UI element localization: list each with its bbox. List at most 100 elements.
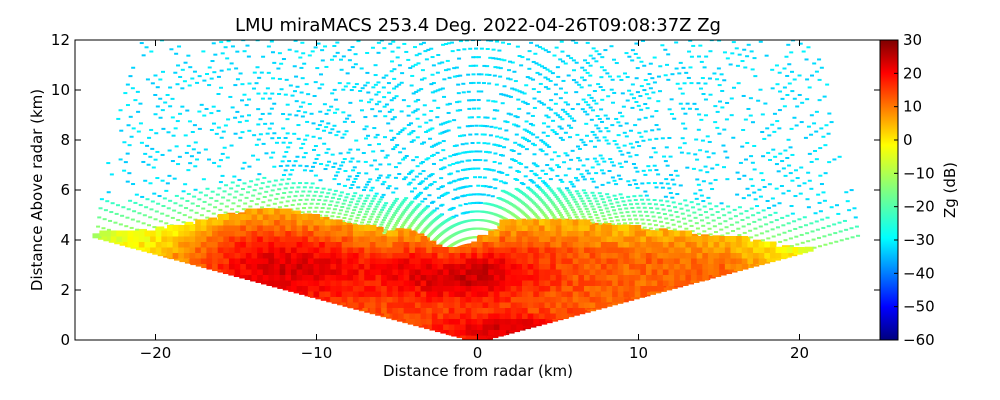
noise-cell: [376, 51, 381, 54]
noise-cell: [527, 197, 532, 200]
noise-cell: [467, 202, 472, 205]
noise-cell: [705, 216, 710, 219]
noise-cell: [393, 212, 398, 215]
noise-cell: [709, 40, 714, 42]
noise-cell: [815, 228, 820, 231]
noise-cell: [328, 131, 333, 134]
noise-cell: [378, 163, 383, 166]
noise-cell: [476, 56, 481, 59]
noise-cell: [410, 200, 415, 203]
noise-cell: [534, 62, 539, 65]
noise-cell: [718, 222, 723, 225]
noise-cell: [838, 230, 843, 233]
noise-cell: [610, 124, 615, 127]
noise-cell: [471, 193, 476, 196]
noise-cell: [456, 83, 461, 86]
noise-cell: [535, 194, 540, 197]
noise-cell: [415, 165, 420, 168]
noise-cell: [445, 103, 450, 106]
noise-cell: [782, 231, 787, 234]
noise-cell: [391, 227, 396, 230]
noise-cell: [304, 83, 309, 86]
radar-cell: [804, 246, 814, 252]
noise-cell: [555, 208, 560, 211]
noise-cell: [429, 211, 434, 214]
noise-cell: [660, 186, 665, 189]
noise-cell: [696, 183, 701, 186]
noise-cell: [621, 105, 626, 108]
noise-cell: [531, 162, 536, 165]
noise-cell: [606, 181, 611, 184]
noise-cell: [558, 178, 563, 181]
noise-cell: [447, 164, 452, 167]
noise-cell: [660, 203, 665, 206]
noise-cell: [430, 127, 435, 130]
noise-cell: [758, 195, 763, 198]
noise-cell: [827, 112, 832, 115]
noise-cell: [674, 41, 679, 44]
noise-cell: [785, 214, 790, 217]
noise-cell: [753, 227, 758, 230]
noise-cell: [453, 188, 458, 191]
noise-cell: [519, 190, 524, 193]
noise-cell: [492, 74, 497, 77]
noise-cell: [652, 164, 657, 167]
noise-cell: [856, 234, 861, 237]
noise-cell: [471, 56, 476, 59]
radar-cell: [750, 261, 760, 267]
noise-cell: [525, 205, 530, 208]
noise-cell: [677, 72, 682, 75]
noise-cell: [400, 72, 405, 75]
noise-cell: [614, 183, 619, 186]
noise-cell: [433, 218, 438, 221]
noise-cell: [358, 89, 363, 92]
noise-cell: [621, 218, 626, 221]
noise-cell: [363, 84, 368, 87]
noise-cell: [585, 71, 590, 74]
noise-cell: [580, 76, 585, 79]
noise-cell: [403, 208, 408, 211]
noise-cell: [853, 216, 858, 219]
noise-cell: [544, 114, 549, 117]
noise-cell: [437, 196, 442, 199]
noise-cell: [394, 187, 399, 190]
noise-cell: [566, 103, 571, 106]
noise-cell: [550, 190, 555, 193]
noise-cell: [521, 145, 526, 148]
noise-cell: [809, 114, 814, 117]
noise-cell: [552, 131, 557, 134]
noise-cell: [386, 122, 391, 125]
noise-cell: [583, 59, 588, 62]
noise-cell: [527, 67, 532, 70]
noise-cell: [487, 73, 492, 76]
noise-cell: [342, 133, 347, 136]
noise-cell: [685, 209, 690, 212]
noise-cell: [740, 145, 745, 148]
noise-cell: [468, 47, 473, 50]
noise-cell: [404, 197, 409, 200]
noise-cell: [632, 179, 637, 182]
noise-cell: [560, 180, 565, 183]
noise-cell: [301, 52, 306, 55]
noise-cell: [444, 130, 449, 133]
noise-cell: [508, 78, 513, 81]
noise-cell: [587, 199, 592, 202]
noise-cell: [535, 44, 540, 47]
noise-cell: [783, 149, 788, 152]
noise-cell: [565, 212, 570, 215]
noise-cell: [728, 63, 733, 66]
noise-cell: [425, 225, 430, 228]
noise-cell: [658, 65, 663, 68]
noise-cell: [540, 180, 545, 183]
noise-cell: [376, 41, 381, 44]
noise-cell: [797, 218, 802, 221]
noise-cell: [476, 167, 481, 170]
noise-cell: [619, 211, 624, 214]
noise-cell: [812, 62, 817, 65]
noise-cell: [422, 77, 427, 80]
noise-cell: [429, 47, 434, 50]
noise-cell: [441, 149, 446, 152]
noise-cell: [616, 75, 621, 78]
noise-cell: [299, 91, 304, 94]
